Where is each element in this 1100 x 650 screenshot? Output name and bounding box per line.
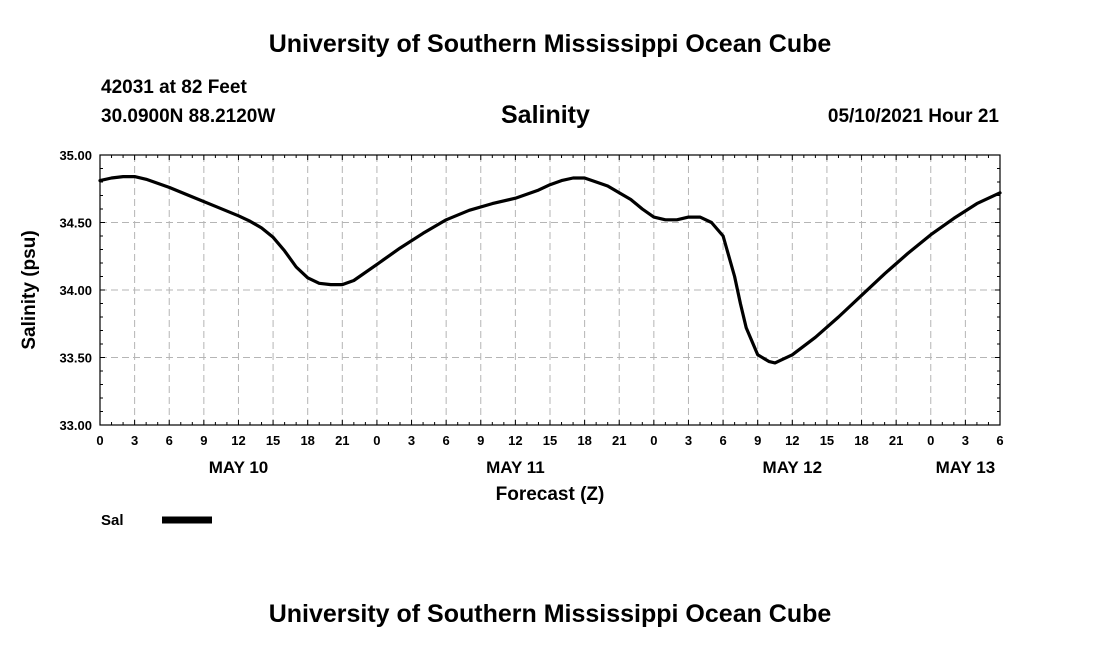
x-tick-label: 0: [96, 433, 103, 448]
series-line-sal: [98, 175, 1002, 365]
x-tick-label: 9: [477, 433, 484, 448]
plot-frame: [99, 154, 1001, 426]
x-tick-label: 6: [996, 433, 1003, 448]
y-tick-label: 35.00: [59, 148, 92, 163]
x-tick-label: 15: [820, 433, 834, 448]
x-tick-label: 3: [131, 433, 138, 448]
x-tick-label: 3: [685, 433, 692, 448]
x-day-label: MAY 12: [763, 458, 823, 477]
x-day-label: MAY 13: [936, 458, 996, 477]
x-tick-label: 6: [443, 433, 450, 448]
datetime-label: 05/10/2021 Hour 21: [827, 106, 999, 127]
y-tick-label: 34.00: [59, 283, 92, 298]
x-tick-label: 12: [508, 433, 522, 448]
x-tick-label: 18: [854, 433, 868, 448]
x-tick-label: 12: [785, 433, 799, 448]
x-tick-label: 6: [719, 433, 726, 448]
x-day-label: MAY 11: [486, 458, 545, 477]
x-tick-label: 0: [927, 433, 934, 448]
y-tick-label: 34.50: [59, 216, 92, 231]
x-tick-label: 9: [754, 433, 761, 448]
y-tick-label: 33.00: [59, 418, 92, 433]
station-label: 42031 at 82 Feet: [101, 77, 247, 98]
x-tick-label: 15: [543, 433, 557, 448]
y-tick-label: 33.50: [59, 351, 92, 366]
x-tick-label: 21: [335, 433, 349, 448]
page-title: University of Southern Mississippi Ocean…: [268, 30, 832, 58]
legend-label: Sal: [101, 512, 124, 529]
x-tick-label: 0: [373, 433, 380, 448]
x-tick-label: 12: [231, 433, 245, 448]
x-tick-label: 0: [650, 433, 657, 448]
x-axis-label: Forecast (Z): [496, 484, 605, 505]
x-tick-label: 6: [166, 433, 173, 448]
x-tick-label: 21: [889, 433, 903, 448]
x-tick-label: 9: [200, 433, 207, 448]
footer-title: University of Southern Mississippi Ocean…: [268, 600, 832, 628]
x-tick-label: 21: [612, 433, 626, 448]
x-tick-label: 18: [577, 433, 591, 448]
x-day-label: MAY 10: [209, 458, 269, 477]
x-tick-label: 3: [408, 433, 415, 448]
x-tick-label: 3: [962, 433, 969, 448]
x-tick-label: 18: [300, 433, 314, 448]
coordinates-label: 30.0900N 88.2120W: [101, 106, 276, 127]
y-axis-label: Salinity (psu): [19, 230, 40, 349]
x-tick-label: 15: [266, 433, 280, 448]
chart-title: Salinity: [501, 101, 590, 129]
